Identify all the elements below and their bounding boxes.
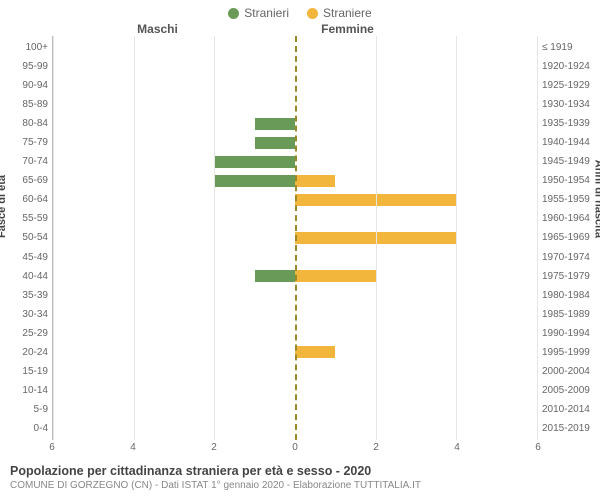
legend-label-male: Stranieri — [244, 6, 289, 20]
legend: Stranieri Straniere — [0, 0, 600, 22]
center-line — [295, 36, 297, 440]
birth-tick: 2000-2004 — [542, 366, 600, 377]
birth-tick: 1970-1974 — [542, 252, 600, 263]
bar-female — [295, 232, 456, 244]
x-axis: 6 4 2 0 2 4 6 — [52, 440, 538, 458]
x-tick: 4 — [454, 442, 460, 453]
y-axis-label-right: Anni di nascita — [592, 160, 600, 238]
age-tick: 85-89 — [0, 99, 48, 110]
bar-male — [255, 137, 295, 149]
age-tick: 10-14 — [0, 385, 48, 396]
birth-tick: 1930-1934 — [542, 99, 600, 110]
birth-tick: 1925-1929 — [542, 80, 600, 91]
birth-ticks: ≤ 1919 1920-1924 1925-1929 1930-1934 1935-19… — [538, 36, 600, 440]
legend-item-female: Straniere — [307, 6, 372, 20]
age-tick: 100+ — [0, 42, 48, 53]
birth-tick: ≤ 1919 — [542, 42, 600, 53]
y-axis-label-left: Fasce di età — [0, 175, 8, 238]
x-tick: 2 — [211, 442, 217, 453]
x-tick: 4 — [130, 442, 136, 453]
age-tick: 35-39 — [0, 290, 48, 301]
bar-male — [255, 270, 295, 282]
header-male: Maschi — [0, 22, 255, 36]
header-female: Femmine — [255, 22, 500, 36]
grid-line — [537, 36, 538, 440]
age-tick: 95-99 — [0, 61, 48, 72]
legend-swatch-male — [228, 8, 239, 19]
age-tick: 40-44 — [0, 271, 48, 282]
plot-area: Fasce di età Anni di nascita 100+ 95-99 90… — [0, 36, 600, 440]
bar-male — [214, 175, 295, 187]
age-tick: 0-4 — [0, 423, 48, 434]
age-tick: 15-19 — [0, 366, 48, 377]
birth-tick: 1940-1944 — [542, 137, 600, 148]
age-tick: 5-9 — [0, 404, 48, 415]
bar-female — [295, 194, 456, 206]
legend-label-female: Straniere — [323, 6, 372, 20]
x-tick: 0 — [292, 442, 298, 453]
birth-tick: 2010-2014 — [542, 404, 600, 415]
age-tick: 75-79 — [0, 137, 48, 148]
age-tick: 45-49 — [0, 252, 48, 263]
bar-male — [255, 118, 295, 130]
age-tick: 25-29 — [0, 328, 48, 339]
birth-tick: 1995-1999 — [542, 347, 600, 358]
birth-tick: 1935-1939 — [542, 118, 600, 129]
legend-swatch-female — [307, 8, 318, 19]
birth-tick: 2015-2019 — [542, 423, 600, 434]
birth-tick: 1980-1984 — [542, 290, 600, 301]
bar-female — [295, 270, 376, 282]
pyramid-chart: Stranieri Straniere Maschi Femmine Fasce… — [0, 0, 600, 500]
bar-female — [295, 175, 335, 187]
bar-male — [214, 156, 295, 168]
bar-female — [295, 346, 335, 358]
x-tick: 6 — [535, 442, 541, 453]
chart-footer: Popolazione per cittadinanza straniera p… — [0, 458, 600, 491]
age-tick: 70-74 — [0, 156, 48, 167]
birth-tick: 2005-2009 — [542, 385, 600, 396]
age-ticks: 100+95-9990-9485-8980-8475-7970-7465-696… — [0, 36, 52, 440]
legend-item-male: Stranieri — [228, 6, 289, 20]
age-tick: 90-94 — [0, 80, 48, 91]
chart-title: Popolazione per cittadinanza straniera p… — [10, 464, 590, 478]
birth-tick: 1985-1989 — [542, 309, 600, 320]
age-tick: 80-84 — [0, 118, 48, 129]
x-tick: 2 — [373, 442, 379, 453]
birth-tick: 1920-1924 — [542, 61, 600, 72]
bars-area — [52, 36, 538, 440]
chart-subtitle: COMUNE DI GORZEGNO (CN) - Dati ISTAT 1° … — [10, 480, 590, 491]
age-tick: 30-34 — [0, 309, 48, 320]
birth-tick: 1975-1979 — [542, 271, 600, 282]
birth-tick: 1990-1994 — [542, 328, 600, 339]
x-tick: 6 — [49, 442, 55, 453]
age-tick: 20-24 — [0, 347, 48, 358]
column-headers: Maschi Femmine — [0, 22, 600, 36]
